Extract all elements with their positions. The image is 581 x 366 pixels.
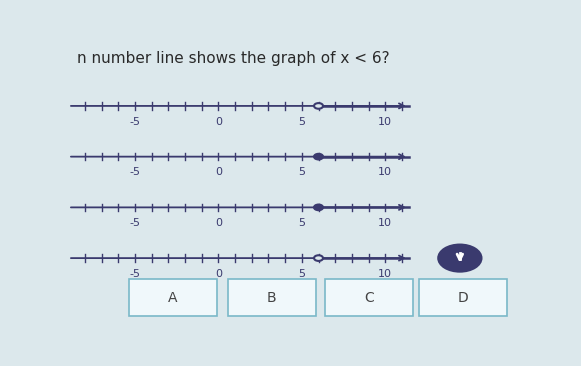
Text: C: C bbox=[364, 291, 374, 305]
Circle shape bbox=[314, 103, 323, 109]
FancyBboxPatch shape bbox=[129, 279, 217, 316]
Text: 10: 10 bbox=[378, 167, 392, 178]
Text: 5: 5 bbox=[298, 117, 306, 127]
Text: -5: -5 bbox=[130, 269, 141, 279]
Text: 10: 10 bbox=[378, 269, 392, 279]
Text: 0: 0 bbox=[215, 269, 222, 279]
FancyBboxPatch shape bbox=[228, 279, 316, 316]
FancyBboxPatch shape bbox=[419, 279, 507, 316]
Text: 0: 0 bbox=[215, 218, 222, 228]
Text: n number line shows the graph of x < 6?: n number line shows the graph of x < 6? bbox=[77, 51, 390, 66]
FancyBboxPatch shape bbox=[325, 279, 413, 316]
Circle shape bbox=[438, 244, 482, 272]
Text: -5: -5 bbox=[130, 218, 141, 228]
Text: 5: 5 bbox=[298, 167, 306, 178]
Text: 10: 10 bbox=[378, 218, 392, 228]
Text: -5: -5 bbox=[130, 117, 141, 127]
Text: 5: 5 bbox=[298, 269, 306, 279]
Text: 10: 10 bbox=[378, 117, 392, 127]
Text: 0: 0 bbox=[215, 117, 222, 127]
Text: D: D bbox=[458, 291, 469, 305]
Text: 0: 0 bbox=[215, 167, 222, 178]
Circle shape bbox=[314, 205, 323, 210]
Text: B: B bbox=[267, 291, 277, 305]
Circle shape bbox=[314, 154, 323, 160]
Circle shape bbox=[314, 255, 323, 261]
Text: -5: -5 bbox=[130, 167, 141, 178]
Text: A: A bbox=[168, 291, 178, 305]
Text: 5: 5 bbox=[298, 218, 306, 228]
